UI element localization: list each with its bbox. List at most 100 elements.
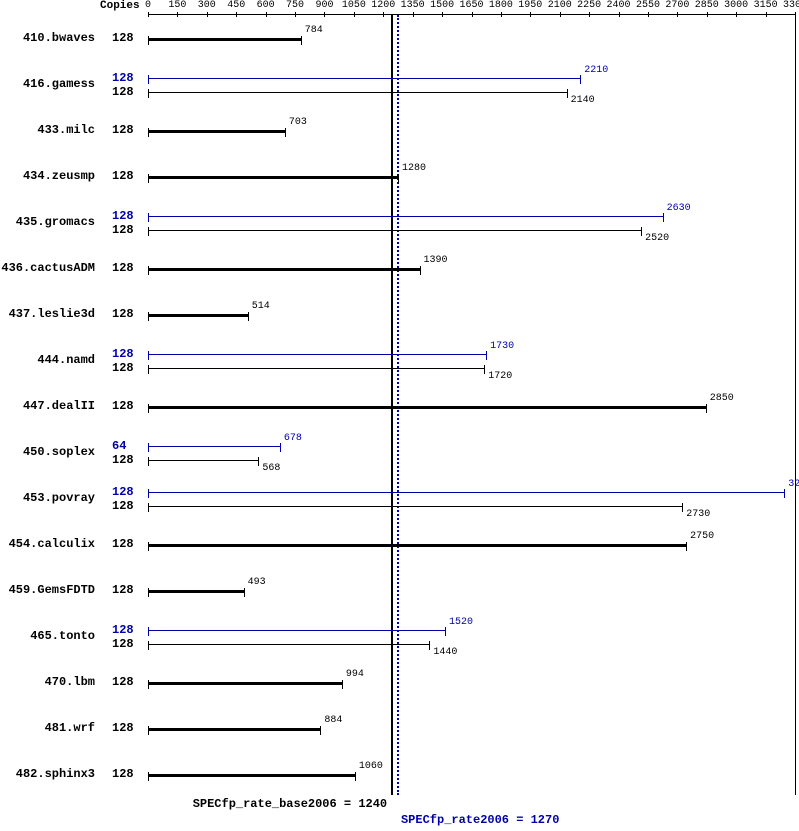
x-tick-label: 1500 [429,0,455,11]
base-thin-bar [148,460,259,461]
benchmark-label: 450.soplex [0,445,95,459]
base-bar [148,774,356,777]
peak-bar [148,446,281,447]
value-label: 784 [305,25,323,36]
value-label: 884 [324,715,342,726]
x-tick-label: 1350 [400,0,426,11]
x-tick-label: 1800 [488,0,514,11]
benchmark-label: 454.calculix [0,537,95,551]
base-bar [148,130,286,133]
x-tick-label: 3300 [782,0,799,11]
copies-value: 128 [112,261,134,275]
value-label: 568 [262,463,280,474]
benchmark-label: 481.wrf [0,721,95,735]
benchmark-label: 435.gromacs [0,215,95,229]
peak-bar [148,354,487,355]
benchmark-label: 437.leslie3d [0,307,95,321]
copies-value: 128 [112,721,134,735]
x-tick-label: 2550 [635,0,661,11]
x-axis-line [148,14,795,15]
value-label: 1720 [488,371,512,382]
base-bar [148,728,321,731]
copies-value: 128 [112,307,134,321]
x-tick-label: 1050 [341,0,367,11]
copies-value: 128 [112,169,134,183]
value-label: 1440 [433,647,457,658]
value-label: 1730 [490,341,514,352]
x-tick-label: 2100 [547,0,573,11]
base-thin-bar [148,92,568,93]
benchmark-label: 444.namd [0,353,95,367]
value-label: 2850 [710,393,734,404]
base-bar [148,176,399,179]
x-tick-label: 2850 [694,0,720,11]
x-tick-label: 0 [144,0,152,11]
base-reference-line [391,15,393,795]
value-label: 514 [252,301,270,312]
value-label: 1390 [424,255,448,266]
copies-value: 128 [112,361,134,375]
copies-value: 128 [112,499,134,513]
x-tick-label: 450 [226,0,246,11]
copies-value: 128 [112,347,134,361]
base-thin-bar [148,368,485,369]
base-bar [148,314,249,317]
copies-header: Copies [100,0,140,12]
x-tick-label: 3150 [753,0,779,11]
peak-bar [148,78,581,79]
benchmark-label: 465.tonto [0,629,95,643]
copies-value: 128 [112,537,134,551]
value-label: 2210 [584,65,608,76]
benchmark-label: 470.lbm [0,675,95,689]
x-tick-label: 1200 [370,0,396,11]
value-label: 493 [248,577,266,588]
copies-value: 128 [112,623,134,637]
copies-value: 128 [112,123,134,137]
benchmark-label: 433.milc [0,123,95,137]
copies-value: 128 [112,453,134,467]
base-reference-label: SPECfp_rate_base2006 = 1240 [193,797,387,811]
benchmark-label: 416.gamess [0,77,95,91]
x-tick-label: 2400 [606,0,632,11]
copies-value: 128 [112,31,134,45]
x-tick-label: 3000 [723,0,749,11]
copies-value: 128 [112,399,134,413]
value-label: 1060 [359,761,383,772]
x-tick-label: 1650 [458,0,484,11]
copies-value: 128 [112,71,134,85]
base-bar [148,268,421,271]
peak-reference-line [397,15,399,795]
x-tick-label: 300 [197,0,217,11]
benchmark-label: 447.dealII [0,399,95,413]
peak-bar [148,630,446,631]
x-tick-label: 750 [285,0,305,11]
peak-bar [148,492,785,493]
value-label: 1520 [449,617,473,628]
value-label: 2750 [690,531,714,542]
value-label: 2630 [667,203,691,214]
value-label: 994 [346,669,364,680]
x-tick-label: 2250 [576,0,602,11]
value-label: 678 [284,433,302,444]
copies-value: 128 [112,637,134,651]
copies-value: 128 [112,583,134,597]
x-tick-label: 600 [256,0,276,11]
benchmark-label: 436.cactusADM [0,261,95,275]
benchmark-label: 459.GemsFDTD [0,583,95,597]
base-bar [148,406,707,409]
benchmark-label: 453.povray [0,491,95,505]
right-border [795,14,796,795]
copies-value: 64 [112,439,126,453]
base-thin-bar [148,644,430,645]
copies-value: 128 [112,223,134,237]
benchmark-label: 482.sphinx3 [0,767,95,781]
value-label: 703 [289,117,307,128]
value-label: 2140 [571,95,595,106]
spec-rate-chart: 0150300450600750900105012001350150016501… [0,0,799,831]
value-label: 2730 [686,509,710,520]
copies-value: 128 [112,767,134,781]
x-tick-label: 150 [167,0,187,11]
base-bar [148,682,343,685]
base-bar [148,544,687,547]
base-bar [148,590,245,593]
